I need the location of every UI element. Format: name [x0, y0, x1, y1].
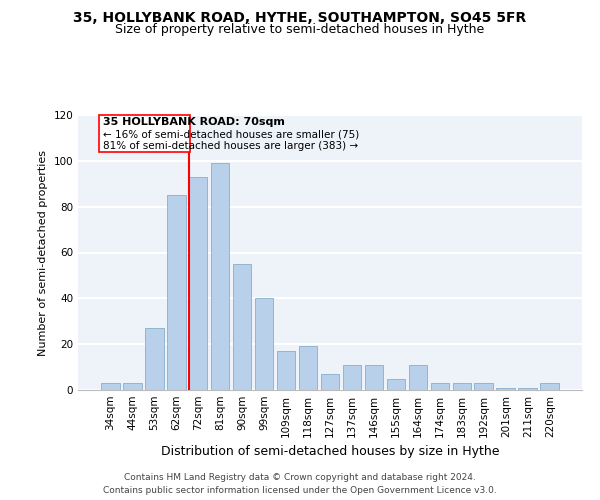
Bar: [101, 383, 119, 390]
Bar: [233, 264, 251, 390]
Bar: [211, 163, 229, 390]
Text: Size of property relative to semi-detached houses in Hythe: Size of property relative to semi-detach…: [115, 22, 485, 36]
Bar: [496, 388, 515, 390]
Bar: [343, 365, 361, 390]
Bar: [518, 388, 537, 390]
Bar: [452, 383, 471, 390]
Bar: [541, 383, 559, 390]
Text: 35 HOLLYBANK ROAD: 70sqm: 35 HOLLYBANK ROAD: 70sqm: [103, 117, 284, 127]
Text: 81% of semi-detached houses are larger (383) →: 81% of semi-detached houses are larger (…: [103, 142, 358, 152]
Text: Contains HM Land Registry data © Crown copyright and database right 2024.
Contai: Contains HM Land Registry data © Crown c…: [103, 474, 497, 495]
Bar: [386, 378, 405, 390]
Y-axis label: Number of semi-detached properties: Number of semi-detached properties: [38, 150, 48, 356]
Bar: [277, 351, 295, 390]
X-axis label: Distribution of semi-detached houses by size in Hythe: Distribution of semi-detached houses by …: [161, 446, 499, 458]
Bar: [320, 374, 340, 390]
Bar: [409, 365, 427, 390]
Bar: [167, 195, 185, 390]
Bar: [255, 298, 274, 390]
FancyBboxPatch shape: [99, 115, 190, 152]
Bar: [365, 365, 383, 390]
Bar: [189, 177, 208, 390]
Text: 35, HOLLYBANK ROAD, HYTHE, SOUTHAMPTON, SO45 5FR: 35, HOLLYBANK ROAD, HYTHE, SOUTHAMPTON, …: [73, 11, 527, 25]
Bar: [145, 328, 164, 390]
Text: ← 16% of semi-detached houses are smaller (75): ← 16% of semi-detached houses are smalle…: [103, 129, 359, 139]
Bar: [475, 383, 493, 390]
Bar: [431, 383, 449, 390]
Bar: [123, 383, 142, 390]
Bar: [299, 346, 317, 390]
